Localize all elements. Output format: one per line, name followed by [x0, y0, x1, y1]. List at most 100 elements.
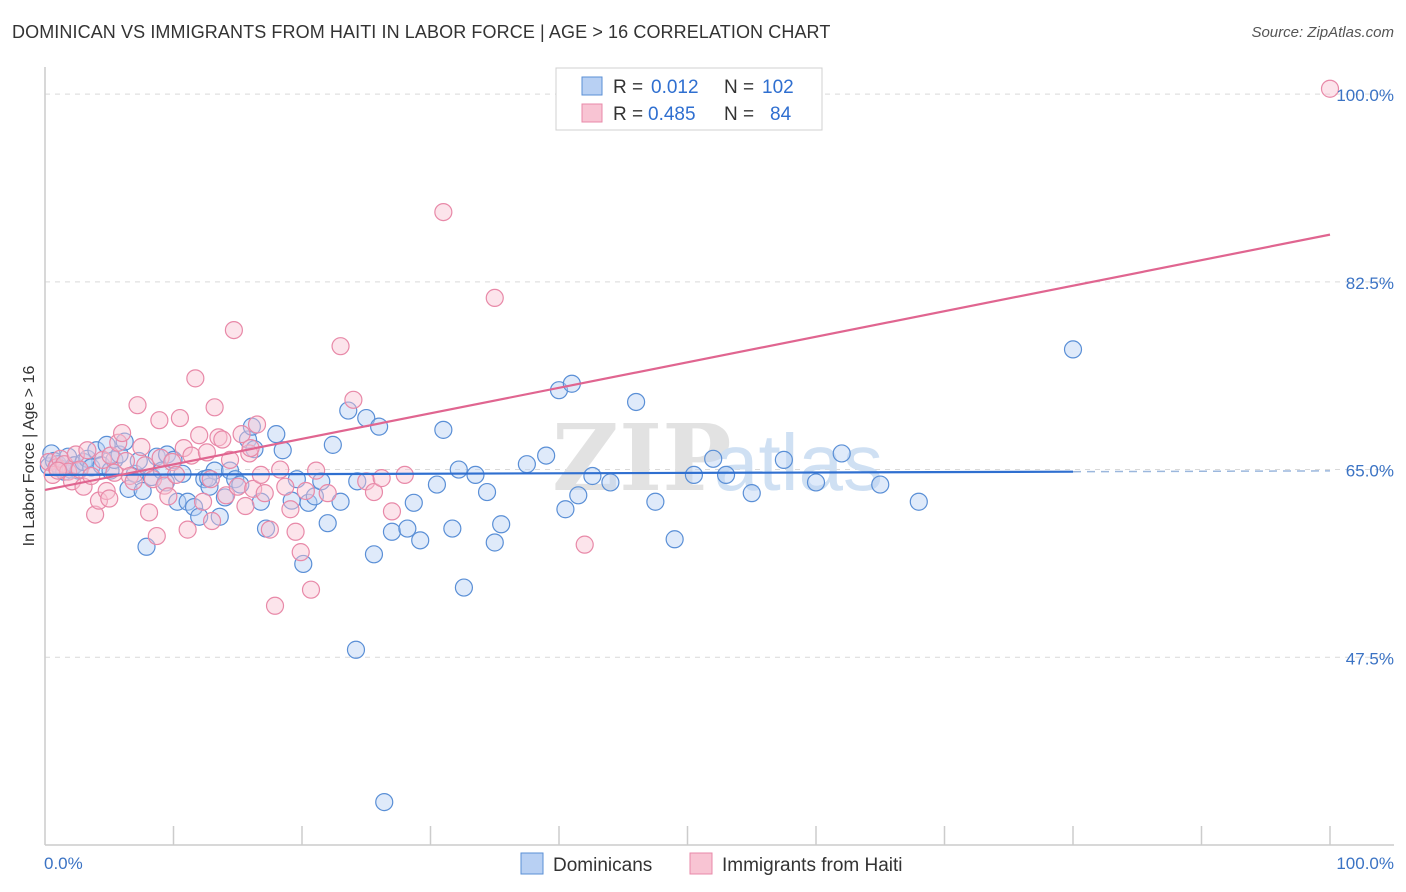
haiti-point-28: [148, 528, 165, 545]
haiti-point-49: [229, 478, 246, 495]
dominicans-point-92: [775, 451, 792, 468]
dominicans-point-69: [435, 421, 452, 438]
haiti-point-42: [202, 471, 219, 488]
bottom-legend-dominicans: Dominicans: [553, 855, 652, 876]
legend-n-value-1: 102: [762, 77, 794, 98]
haiti-point-81: [151, 412, 168, 429]
y-tick-label-1: 82.5%: [1346, 274, 1394, 293]
dominicans-point-94: [833, 445, 850, 462]
haiti-point-36: [179, 521, 196, 538]
dominicans-point-47: [268, 426, 285, 443]
haiti-point-69: [345, 391, 362, 408]
series-legend: Dominicans Immigrants from Haiti: [521, 853, 903, 876]
haiti-point-58: [267, 597, 284, 614]
haiti-point-63: [292, 544, 309, 561]
dominicans-point-61: [365, 546, 382, 563]
stats-legend: R = 0.012 N = 102 R = 0.485 N = 84: [556, 68, 822, 130]
dominicans-point-67: [412, 532, 429, 549]
dominicans-point-93: [808, 474, 825, 491]
haiti-point-45: [214, 431, 231, 448]
legend-r-label-1: R =: [613, 77, 643, 98]
haiti-point-24: [133, 439, 150, 456]
dominicans-point-98: [347, 641, 364, 658]
dominicans-point-77: [518, 456, 535, 473]
dominicans-point-75: [486, 534, 503, 551]
legend-swatch-haiti: [582, 104, 602, 122]
haiti-point-26: [141, 504, 158, 521]
dominicans-point-97: [1065, 341, 1082, 358]
bottom-swatch-dominicans: [521, 853, 543, 874]
dominicans-point-80: [557, 501, 574, 518]
haiti-point-77: [576, 536, 593, 553]
haiti-point-83: [49, 462, 66, 479]
dominicans-point-84: [602, 474, 619, 491]
y-tick-label-2: 65.0%: [1346, 462, 1394, 481]
grid: [45, 94, 1394, 657]
dominicans-point-76: [493, 516, 510, 533]
haiti-point-74: [396, 466, 413, 483]
haiti-point-19: [114, 425, 131, 442]
haiti-point-82: [101, 490, 118, 507]
dominicans-point-78: [538, 447, 555, 464]
haiti-point-43: [206, 399, 223, 416]
series-haiti-points: [40, 80, 1338, 614]
y-tick-label-3: 47.5%: [1346, 649, 1394, 668]
haiti-point-62: [287, 523, 304, 540]
legend-n-label-1: N =: [724, 77, 754, 98]
y-tick-label-0: 100.0%: [1336, 86, 1394, 105]
legend-swatch-dominicans: [582, 77, 602, 95]
legend-n-value-2: 84: [770, 104, 792, 125]
dominicans-point-68: [428, 476, 445, 493]
haiti-point-60: [277, 478, 294, 495]
haiti-point-68: [332, 338, 349, 355]
haiti-point-80: [204, 513, 221, 530]
haiti-point-57: [261, 521, 278, 538]
haiti-point-20: [117, 452, 134, 469]
haiti-point-10: [79, 442, 96, 459]
dominicans-point-62: [371, 418, 388, 435]
dominicans-point-64: [383, 523, 400, 540]
haiti-point-40: [195, 493, 212, 510]
dominicans-point-82: [570, 487, 587, 504]
haiti-point-73: [383, 503, 400, 520]
dominicans-point-95: [872, 476, 889, 493]
dominicans-point-89: [705, 450, 722, 467]
haiti-point-23: [129, 397, 146, 414]
haiti-point-39: [191, 427, 208, 444]
watermark-atlas: atlas: [714, 418, 883, 507]
dominicans-point-66: [405, 494, 422, 511]
x-tick-label-1: 100.0%: [1336, 854, 1394, 873]
dominicans-point-83: [584, 467, 601, 484]
dominicans-point-70: [444, 520, 461, 537]
bottom-swatch-haiti: [690, 853, 712, 874]
dominicans-trend-extension: [1073, 471, 1330, 472]
dominicans-point-96: [910, 493, 927, 510]
haiti-point-67: [319, 485, 336, 502]
haiti-point-76: [486, 289, 503, 306]
dominicans-point-87: [666, 531, 683, 548]
haiti-point-64: [297, 483, 314, 500]
dominicans-point-86: [647, 493, 664, 510]
haiti-point-75: [435, 204, 452, 221]
dominicans-point-56: [324, 436, 341, 453]
dominicans-point-73: [467, 466, 484, 483]
haiti-point-72: [373, 470, 390, 487]
dominicans-point-85: [628, 393, 645, 410]
haiti-point-34: [171, 410, 188, 427]
dominicans-point-74: [479, 484, 496, 501]
legend-n-label-2: N =: [724, 104, 754, 125]
x-tick-label-0: 0.0%: [44, 854, 83, 873]
legend-r-value-1: 0.012: [651, 77, 699, 98]
haiti-point-66: [308, 462, 325, 479]
haiti-point-38: [187, 370, 204, 387]
haiti-point-61: [282, 501, 299, 518]
dominicans-point-90: [718, 466, 735, 483]
haiti-point-56: [256, 485, 273, 502]
legend-r-label-2: R =: [613, 104, 643, 125]
haiti-point-48: [225, 322, 242, 339]
legend-r-value-2: 0.485: [648, 104, 696, 125]
haiti-point-65: [302, 581, 319, 598]
dominicans-point-72: [455, 579, 472, 596]
haiti-point-59: [272, 461, 289, 478]
